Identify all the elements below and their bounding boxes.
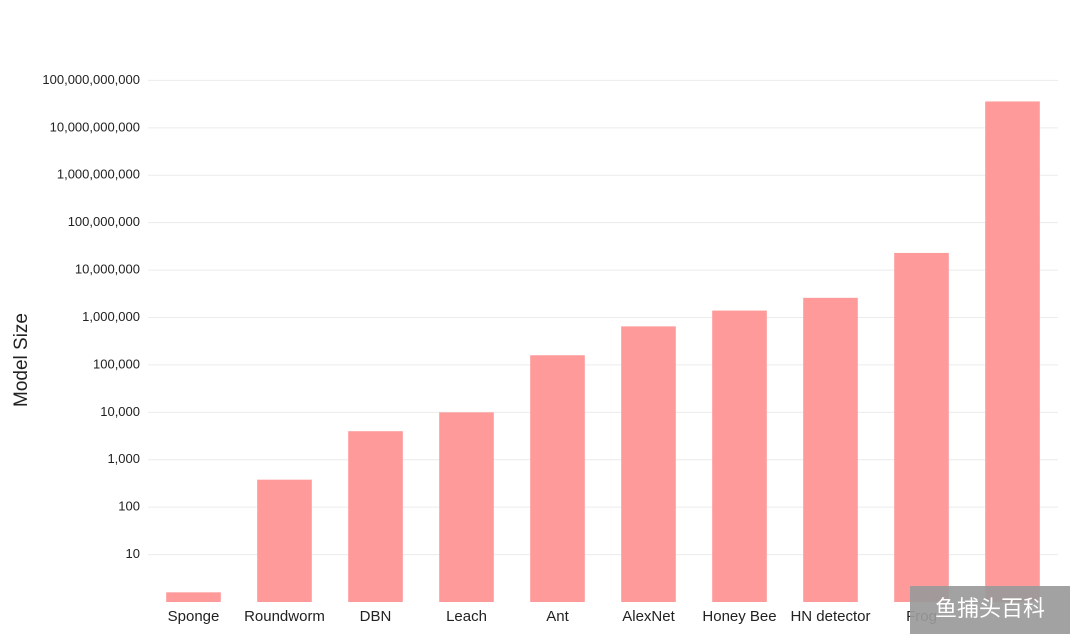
x-tick-label: Honey Bee bbox=[702, 608, 776, 625]
bar bbox=[166, 592, 221, 602]
bar bbox=[348, 431, 403, 602]
x-tick-label: DBN bbox=[360, 608, 392, 625]
plot-area: 10 100 1,000 10,000 100,000 1,000,000 10,000,0… bbox=[42, 72, 1058, 625]
y-tick-label: 10 bbox=[126, 546, 140, 561]
y-tick-label: 100,000,000,000 bbox=[42, 72, 140, 87]
bar bbox=[985, 101, 1040, 602]
watermark-box bbox=[910, 586, 1070, 634]
y-axis-label: Model Size bbox=[11, 313, 32, 407]
y-tick-label: 10,000,000,000 bbox=[50, 119, 140, 134]
y-tick-label: 10,000 bbox=[100, 404, 140, 419]
y-tick-label: 100,000,000 bbox=[68, 214, 140, 229]
x-tick-label: AlexNet bbox=[622, 608, 675, 625]
bar bbox=[530, 355, 585, 602]
x-tick-label: HN detector bbox=[790, 608, 870, 625]
bar bbox=[712, 310, 767, 602]
x-tick-label: Roundworm bbox=[244, 608, 325, 625]
y-tick-label: 10,000,000 bbox=[75, 262, 140, 277]
bar bbox=[803, 297, 858, 602]
bar bbox=[257, 479, 312, 602]
x-tick-label: Ant bbox=[546, 608, 569, 625]
x-tick-label: Leach bbox=[446, 608, 487, 625]
y-tick-label: 100,000 bbox=[93, 356, 140, 371]
y-tick-label: 100 bbox=[118, 499, 140, 514]
y-tick-label: 1,000 bbox=[107, 451, 140, 466]
bar bbox=[439, 412, 494, 602]
bar bbox=[894, 252, 949, 603]
watermark: 鱼捕头百科 bbox=[935, 596, 1045, 621]
y-tick-label: 1,000,000,000 bbox=[57, 167, 140, 182]
bar bbox=[621, 326, 676, 602]
y-tick-label: 1,000,000 bbox=[82, 309, 140, 324]
x-tick-label: Sponge bbox=[168, 608, 220, 625]
